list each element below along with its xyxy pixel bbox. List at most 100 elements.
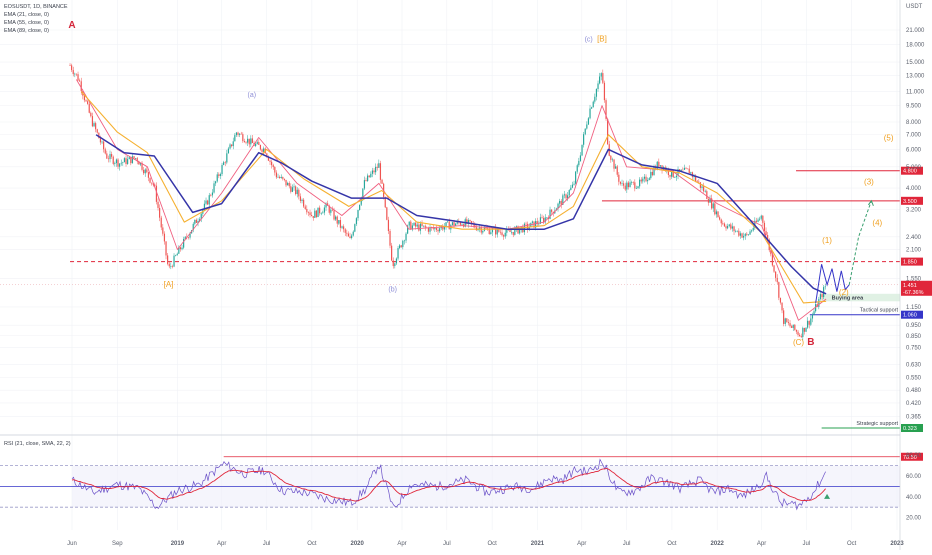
candle-body [175,255,177,256]
candle-body [527,223,529,229]
candle-body [128,157,130,160]
candle-body [125,158,127,164]
candle-body [274,167,276,173]
chart-title: EOSUSDT, 1D, BINANCE [4,4,68,10]
candle-body [736,230,738,232]
candle-body [221,164,223,175]
candle-body [269,160,271,162]
candle-body [811,314,814,319]
candle-body [600,73,602,77]
candle-body [586,124,588,129]
candle-body [618,174,620,182]
candle-body [773,265,775,272]
candle-body [91,116,94,127]
candle-body [722,223,724,224]
candle-body [127,159,129,164]
candle-body [301,199,303,201]
candle-body [322,212,324,214]
candle-body [187,237,190,238]
candle-body [427,227,430,232]
rsi-title: RSI (21, close, SMA, 22, 2) [4,441,71,447]
candle-body [720,219,722,224]
candle-body [418,224,420,231]
candle-body [323,207,326,213]
candle-body [392,260,394,267]
price-tick-label: 0.750 [906,346,922,352]
candle-body [514,228,516,235]
candle-body [275,172,278,178]
level-price-text: 3.500 [903,199,917,205]
level-price-tag [901,257,923,266]
candle-body [637,186,639,189]
candle-body [687,168,689,170]
candle-body [509,229,511,233]
candle-body [658,161,660,167]
candle-body [755,220,758,222]
price-tick-label: 4.000 [906,186,922,192]
candle-body [325,203,327,208]
candle-body [357,209,359,219]
level-price-tag [901,310,923,319]
candle-body [349,236,351,239]
price-tick-label: 7.000 [906,133,922,139]
price-tick-label: 0.850 [906,334,922,340]
candle-body [499,231,502,233]
rsi-tick-label: 20.00 [906,516,922,522]
price-tick-label: 2.100 [906,248,922,254]
candle-body [735,230,737,232]
candle-body [282,176,284,179]
candle-body [802,327,804,338]
candle-body [207,200,209,205]
price-tick-label: 15.000 [906,60,925,66]
candle-body [77,74,79,81]
candle-body [218,174,220,176]
candle-body [109,154,111,160]
candle-body [287,182,289,186]
candle-body [208,195,210,205]
candle-body [256,142,258,144]
candle-body [562,195,564,205]
level-price-tag [901,424,923,432]
candle-body [480,227,482,233]
candle-body [351,235,353,239]
price-tick-label: 1.150 [906,305,922,311]
candle-body [591,107,593,109]
price-unit-label: USDT [906,4,923,10]
candle-body [296,189,298,195]
candle-body [535,221,537,228]
candle-body [103,141,105,150]
candle-body [560,200,562,205]
candle-body [775,271,777,278]
candle-body [771,254,774,266]
candle-body [247,138,249,143]
candle-body [435,227,438,230]
candle-body [303,199,305,207]
candle-body [147,172,150,178]
candle-body [803,327,806,332]
candle-body [613,159,615,169]
level-price-text: 1.060 [903,313,917,319]
price-tick-label: 18.000 [906,43,925,49]
rsi-tick-label: 40.00 [906,495,922,501]
candle-body [631,182,633,183]
candle-body [579,155,582,162]
candle-body [624,185,626,190]
level-price-tag [901,166,923,175]
candle-body [347,233,350,237]
candle-body [733,226,735,232]
candle-body [79,80,81,82]
wave-label: B [807,337,814,348]
wave-label: (C) [793,338,804,347]
wave-projection [815,199,874,303]
candle-body [619,181,622,184]
candle-body [319,207,321,214]
candle-body [445,222,447,227]
candle-body [621,183,623,184]
candle-body [565,194,567,199]
time-tick-label: Oct [307,541,317,547]
candle-body [170,266,172,267]
current-price-change: -67.36% [903,290,924,296]
candle-body [149,177,151,183]
candle-body [144,169,146,174]
